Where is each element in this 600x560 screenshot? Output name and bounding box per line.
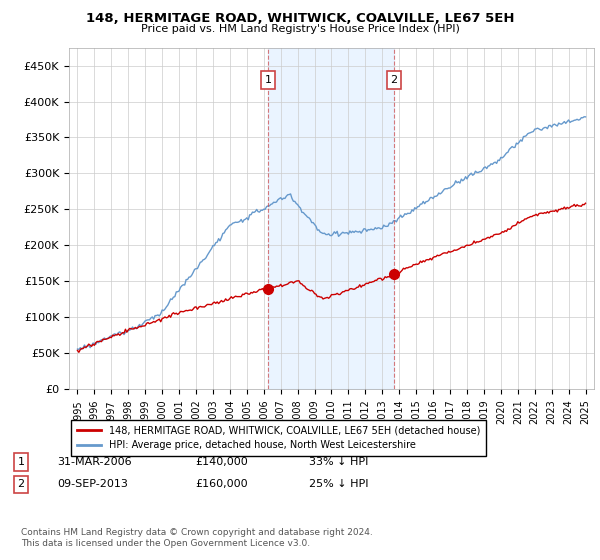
Legend: 148, HERMITAGE ROAD, WHITWICK, COALVILLE, LE67 5EH (detached house), HPI: Averag: 148, HERMITAGE ROAD, WHITWICK, COALVILLE… [71,419,487,456]
Text: 25% ↓ HPI: 25% ↓ HPI [309,479,368,489]
Text: Price paid vs. HM Land Registry's House Price Index (HPI): Price paid vs. HM Land Registry's House … [140,24,460,34]
Text: 33% ↓ HPI: 33% ↓ HPI [309,457,368,467]
Text: 1: 1 [265,75,271,85]
Text: 2: 2 [391,75,398,85]
Text: £160,000: £160,000 [195,479,248,489]
Text: 2: 2 [17,479,25,489]
Text: £140,000: £140,000 [195,457,248,467]
Text: 148, HERMITAGE ROAD, WHITWICK, COALVILLE, LE67 5EH: 148, HERMITAGE ROAD, WHITWICK, COALVILLE… [86,12,514,25]
Text: 09-SEP-2013: 09-SEP-2013 [57,479,128,489]
Text: 1: 1 [17,457,25,467]
Text: 31-MAR-2006: 31-MAR-2006 [57,457,131,467]
Text: Contains HM Land Registry data © Crown copyright and database right 2024.
This d: Contains HM Land Registry data © Crown c… [21,528,373,548]
